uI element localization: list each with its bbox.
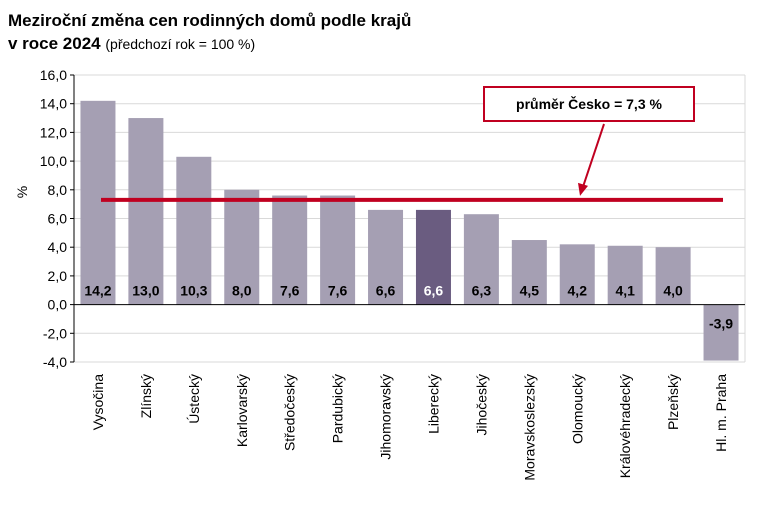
title-line2: v roce 2024 <box>8 34 101 53</box>
x-tick-label: Hl. m. Praha <box>713 374 729 452</box>
bar-Středočeský <box>272 195 308 305</box>
x-tick-label: Jihočeský <box>473 374 489 435</box>
y-tick-label: 14,0 <box>40 96 67 112</box>
bar-Pardubický <box>320 195 356 305</box>
data-label: -3,9 <box>709 316 733 332</box>
data-label: 4,5 <box>520 283 540 299</box>
y-tick-label: -4,0 <box>43 354 67 370</box>
y-tick-label: 4,0 <box>48 239 68 255</box>
data-label: 4,2 <box>568 283 588 299</box>
bar-Moravskoslezský <box>511 240 547 305</box>
x-tick-label: Ústecký <box>186 374 202 424</box>
annotation-arrow <box>582 123 605 188</box>
y-tick-label: 10,0 <box>40 153 67 169</box>
x-tick-label: Olomoucký <box>569 374 585 444</box>
x-tick-label: Karlovarský <box>234 374 250 447</box>
data-label: 10,3 <box>180 283 207 299</box>
y-tick-label: 2,0 <box>48 268 68 284</box>
y-tick-label: 8,0 <box>48 182 68 198</box>
bar-Zlínský <box>128 118 164 305</box>
data-label: 6,6 <box>424 283 444 299</box>
average-annotation-label: průměr Česko = 7,3 % <box>516 96 662 112</box>
axes <box>70 74 745 363</box>
annotation-arrowhead <box>578 182 588 196</box>
bar-Jihočeský <box>463 214 499 305</box>
bar-Olomoucký <box>559 244 595 305</box>
data-label: 8,0 <box>232 283 252 299</box>
y-axis-label: % <box>14 186 30 198</box>
bar-Plzeňský <box>655 247 691 305</box>
bar-Liberecký <box>415 209 451 305</box>
data-label: 4,1 <box>615 283 635 299</box>
data-label: 14,2 <box>84 283 111 299</box>
average-annotation: průměr Česko = 7,3 % <box>483 86 695 122</box>
x-tick-label: Moravskoslezský <box>521 374 537 481</box>
x-tick-label: Vysočina <box>90 374 106 431</box>
data-label: 13,0 <box>132 283 159 299</box>
x-tick-label: Plzeňský <box>665 374 681 430</box>
labels: 16,0 14,0 12,0 10,0 8,0 6,0 4,0 2,0 0,0 -2,0 -4,0 1… <box>40 67 734 481</box>
bar-Královéhradecký <box>607 245 643 305</box>
bar-Vysočina <box>80 100 116 305</box>
x-tick-label: Liberecký <box>425 374 441 434</box>
x-tick-label: Zlínský <box>138 374 154 418</box>
x-tick-label: Středočeský <box>282 374 298 451</box>
data-label: 7,6 <box>328 283 348 299</box>
x-tick-label: Královéhradecký <box>617 374 633 478</box>
bars <box>80 100 739 361</box>
y-tick-label: 12,0 <box>40 124 67 140</box>
y-tick-label: -2,0 <box>43 325 67 341</box>
data-label: 7,6 <box>280 283 300 299</box>
data-label: 6,3 <box>472 283 492 299</box>
y-tick-label: 6,0 <box>48 211 68 227</box>
data-label: 6,6 <box>376 283 396 299</box>
y-tick-label: 0,0 <box>48 297 68 313</box>
title-line1: Meziroční změna cen rodinných domů podle… <box>8 11 412 30</box>
y-tick-label: 16,0 <box>40 67 67 83</box>
bar-Jihomoravský <box>368 209 404 305</box>
bar-Hl. m. Praha <box>703 304 739 361</box>
chart-title: Meziroční změna cen rodinných domů podle… <box>8 9 411 56</box>
chart-subtitle: (předchozí rok = 100 %) <box>105 36 256 52</box>
x-tick-label: Jihomoravský <box>378 374 394 460</box>
bar-Ústecký <box>176 156 212 305</box>
x-tick-label: Pardubický <box>330 374 346 443</box>
bar-Karlovarský <box>224 189 260 305</box>
data-label: 4,0 <box>663 283 683 299</box>
